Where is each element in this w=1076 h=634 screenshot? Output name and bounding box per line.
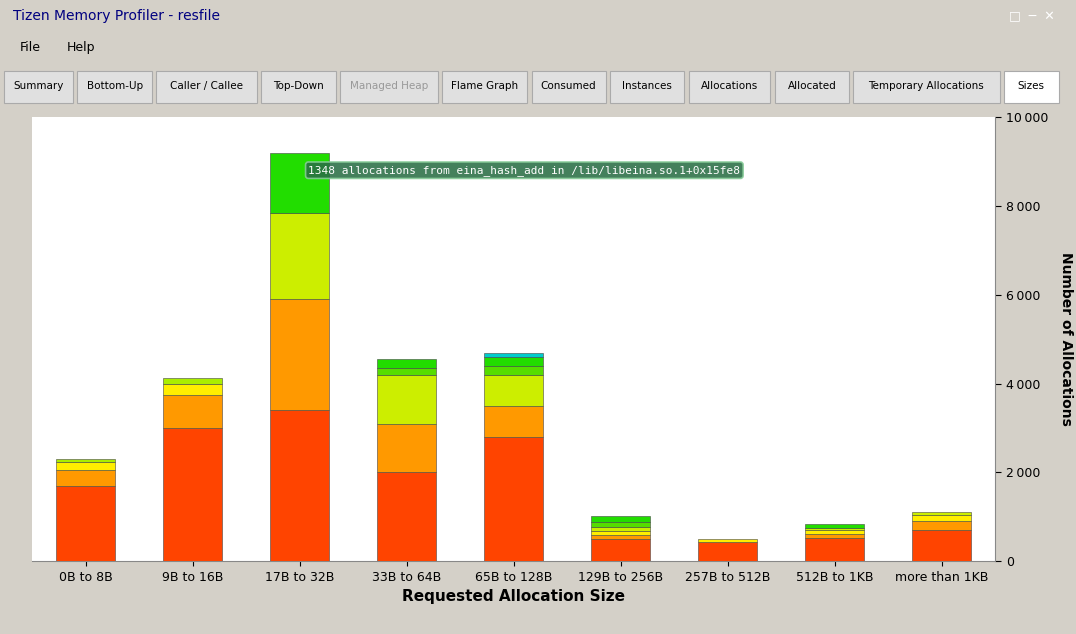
Text: Bottom-Up: Bottom-Up (86, 81, 143, 91)
Bar (270, 299, 329, 410)
Bar (56, 470, 115, 486)
Bar (592, 531, 650, 535)
Bar (164, 428, 223, 561)
FancyBboxPatch shape (261, 70, 336, 103)
Bar (484, 375, 543, 406)
Text: □  ─  ✕: □ ─ ✕ (1008, 10, 1054, 23)
Text: Temporary Allocations: Temporary Allocations (868, 81, 985, 91)
FancyBboxPatch shape (77, 70, 152, 103)
Bar (805, 527, 864, 531)
Bar (378, 472, 436, 561)
Text: Managed Heap: Managed Heap (350, 81, 428, 91)
FancyBboxPatch shape (610, 70, 684, 103)
Bar (378, 368, 436, 375)
Bar (912, 521, 972, 530)
Bar (805, 524, 864, 527)
Text: Caller / Callee: Caller / Callee (170, 81, 243, 91)
Bar (378, 359, 436, 368)
Bar (484, 437, 543, 561)
Text: Instances: Instances (622, 81, 672, 91)
Bar (592, 535, 650, 539)
Bar (164, 384, 223, 394)
Bar (270, 153, 329, 213)
Bar (912, 515, 972, 521)
Bar (378, 424, 436, 472)
Bar (912, 530, 972, 561)
Text: Allocated: Allocated (788, 81, 836, 91)
Bar (698, 539, 758, 543)
Bar (592, 522, 650, 527)
FancyBboxPatch shape (340, 70, 438, 103)
FancyBboxPatch shape (1004, 70, 1059, 103)
Bar (805, 531, 864, 534)
X-axis label: Requested Allocation Size: Requested Allocation Size (402, 590, 625, 604)
Bar (270, 213, 329, 299)
Text: Flame Graph: Flame Graph (451, 81, 519, 91)
Bar (378, 375, 436, 424)
Bar (592, 539, 650, 561)
FancyBboxPatch shape (532, 70, 606, 103)
Text: Allocations: Allocations (700, 81, 759, 91)
FancyBboxPatch shape (775, 70, 849, 103)
Bar (484, 366, 543, 375)
Text: Summary: Summary (14, 81, 63, 91)
Bar (698, 543, 758, 561)
Bar (592, 527, 650, 531)
Bar (484, 406, 543, 437)
FancyBboxPatch shape (156, 70, 257, 103)
Bar (484, 353, 543, 357)
Bar (270, 410, 329, 561)
Text: Top-Down: Top-Down (273, 81, 324, 91)
Bar (805, 534, 864, 538)
Y-axis label: Number of Allocations: Number of Allocations (1059, 252, 1073, 426)
Text: 1348 allocations from eina_hash_add in /lib/libeina.so.1+0x15fe8: 1348 allocations from eina_hash_add in /… (309, 165, 740, 176)
FancyBboxPatch shape (442, 70, 527, 103)
Text: Tizen Memory Profiler - resfile: Tizen Memory Profiler - resfile (13, 10, 220, 23)
Text: Consumed: Consumed (541, 81, 596, 91)
Bar (56, 462, 115, 470)
Text: Sizes: Sizes (1018, 81, 1045, 91)
Bar (484, 357, 543, 366)
Text: File: File (19, 41, 41, 54)
Bar (164, 378, 223, 384)
Bar (56, 459, 115, 462)
Bar (912, 512, 972, 515)
Bar (592, 516, 650, 522)
Bar (56, 486, 115, 561)
Bar (805, 538, 864, 561)
Text: Help: Help (67, 41, 95, 54)
FancyBboxPatch shape (689, 70, 770, 103)
FancyBboxPatch shape (4, 70, 73, 103)
FancyBboxPatch shape (853, 70, 1000, 103)
Bar (164, 394, 223, 428)
